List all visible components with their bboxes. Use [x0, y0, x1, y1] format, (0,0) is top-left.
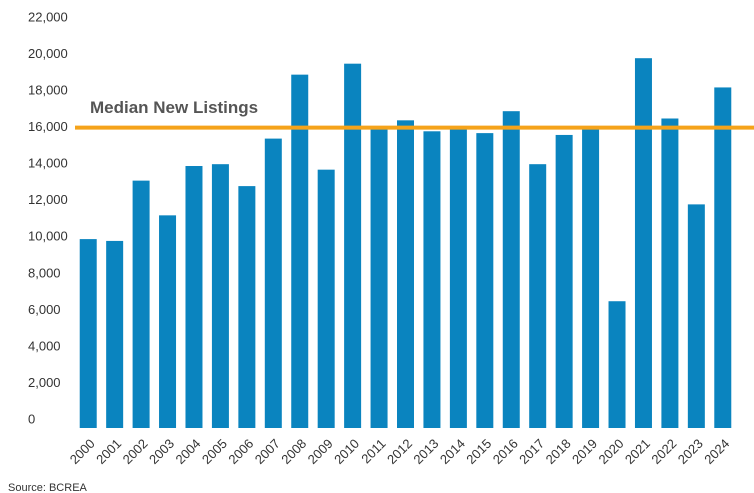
bar: [397, 120, 414, 428]
bar: [687, 204, 705, 428]
y-tick-label: 20,000: [28, 46, 68, 61]
bar: [529, 164, 547, 428]
bar: [555, 134, 573, 429]
x-tick-label: 2018: [543, 436, 574, 467]
y-tick-label: 22,000: [28, 9, 68, 24]
x-tick-label: 2022: [648, 436, 679, 467]
x-tick-label: 2013: [410, 436, 441, 467]
x-tick-label: 2017: [516, 436, 547, 467]
bar: [370, 129, 388, 429]
y-tick-label: 2,000: [28, 375, 61, 390]
bar: [159, 215, 177, 428]
bar: [238, 186, 256, 428]
x-tick-label: 2024: [701, 436, 732, 467]
bar: [502, 111, 520, 428]
bar: [317, 169, 335, 428]
x-tick-label: 2020: [596, 436, 627, 467]
x-tick-label: 2021: [622, 436, 653, 467]
median-label: Median New Listings: [90, 98, 258, 117]
x-tick-label: 2006: [225, 436, 256, 467]
y-tick-label: 18,000: [28, 83, 68, 98]
x-tick-label: 2008: [278, 436, 309, 467]
y-tick-label: 8,000: [28, 265, 61, 280]
y-tick-label: 10,000: [28, 229, 68, 244]
y-tick-label: 4,000: [28, 338, 61, 353]
x-tick-label: 2009: [305, 436, 336, 467]
x-tick-label: 2016: [490, 436, 521, 467]
bar: [211, 164, 229, 428]
x-tick-label: 2001: [93, 436, 124, 467]
bar: [132, 180, 150, 428]
x-tick-label: 2004: [172, 436, 203, 467]
bar: [476, 133, 494, 429]
y-tick-label: 6,000: [28, 302, 61, 317]
bar: [582, 129, 600, 429]
x-tick-label: 2014: [437, 436, 468, 467]
x-tick-label: 2015: [463, 436, 494, 467]
x-tick-label: 2007: [252, 436, 283, 467]
y-tick-label: 16,000: [28, 119, 68, 134]
x-tick-label: 2005: [199, 436, 230, 467]
x-tick-label: 2010: [331, 436, 362, 467]
source-note: Source: BCREA: [8, 482, 88, 493]
x-tick-label: 2003: [146, 436, 177, 467]
bar: [661, 118, 679, 428]
x-tick-label: 2002: [120, 436, 151, 467]
x-tick-label: 2023: [675, 436, 706, 467]
bar: [608, 301, 626, 428]
x-tick-label: 2011: [358, 436, 388, 466]
bar: [106, 240, 124, 428]
y-tick-label: 0: [28, 411, 35, 426]
bar: [264, 138, 282, 428]
bar: [423, 131, 441, 429]
bar: [634, 58, 652, 428]
bar: [79, 239, 97, 428]
bar: [714, 87, 732, 428]
x-tick-label: 2000: [67, 436, 98, 467]
bar: [291, 74, 309, 429]
bar: [449, 129, 467, 429]
y-tick-label: 12,000: [28, 192, 68, 207]
bar: [185, 166, 203, 428]
x-tick-label: 2012: [384, 436, 415, 467]
y-tick-label: 14,000: [28, 156, 68, 171]
x-tick-label: 2019: [569, 436, 600, 467]
bar: [344, 63, 362, 428]
